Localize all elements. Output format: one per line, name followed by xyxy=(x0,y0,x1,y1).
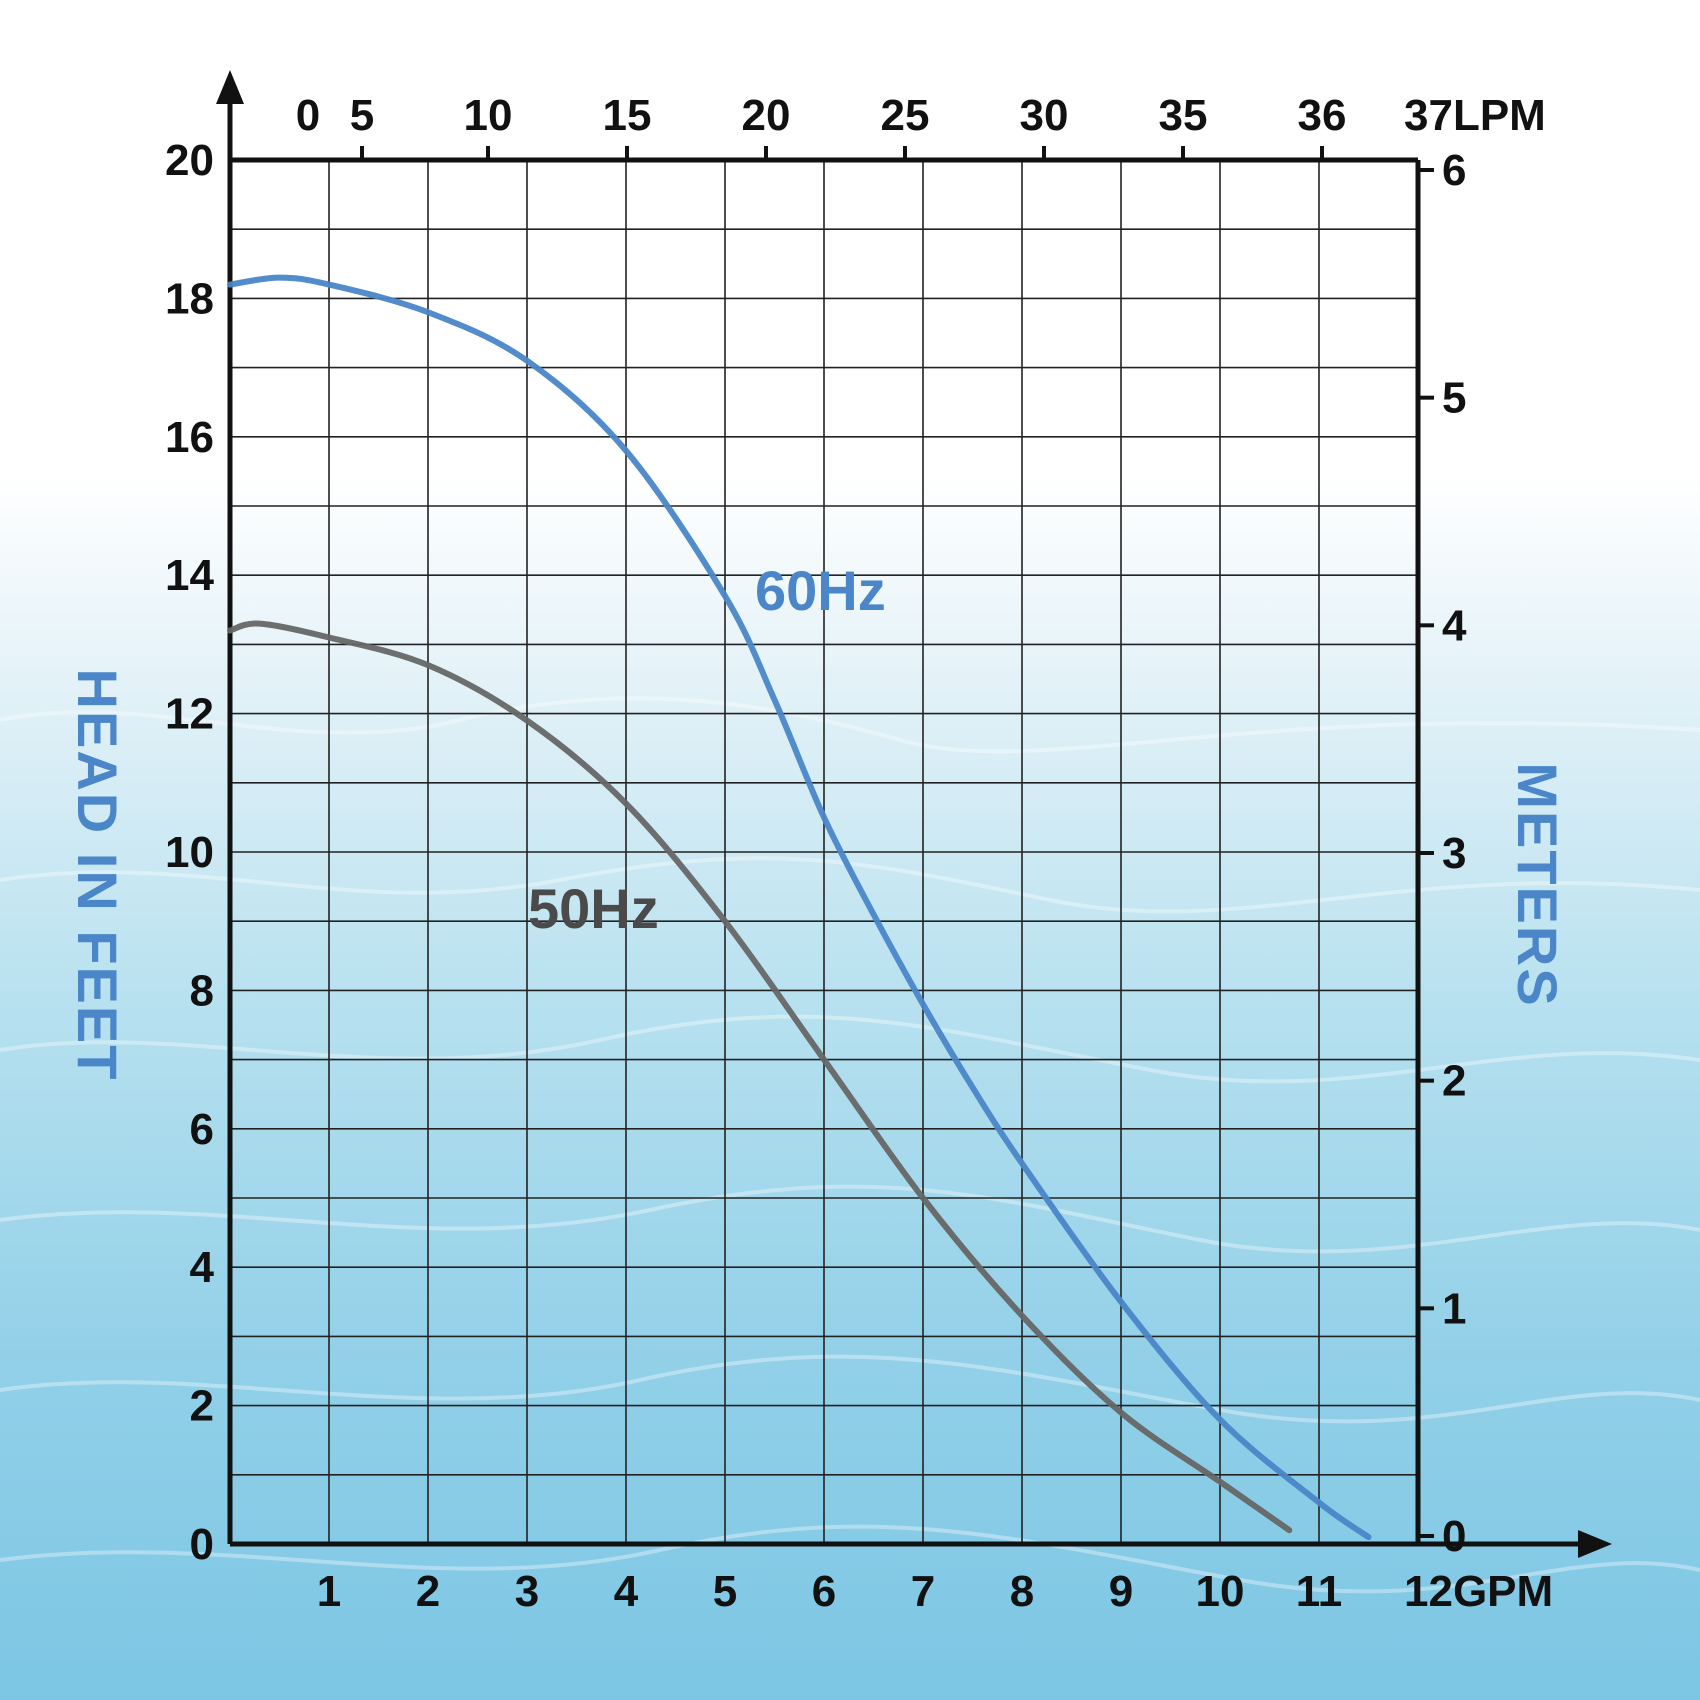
y-left-tick-label: 20 xyxy=(165,136,214,185)
x-top-tick-label: 30 xyxy=(1020,91,1069,140)
x-top-tick-label: 10 xyxy=(464,91,513,140)
left-axis-arrow xyxy=(216,70,244,104)
y-right-tick-label: 0 xyxy=(1442,1512,1466,1561)
y-left-tick-label: 12 xyxy=(165,690,214,739)
y-left-tick-label: 16 xyxy=(165,413,214,462)
x-top-tick-label: 35 xyxy=(1159,91,1208,140)
y-right-tick-label: 4 xyxy=(1442,601,1467,650)
x-bottom-tick-label: 11 xyxy=(1296,1567,1343,1616)
x-bottom-tick-label: 4 xyxy=(614,1567,639,1616)
x-top-tick-label: 36 xyxy=(1298,91,1347,140)
axes xyxy=(216,70,1612,1558)
y-left-tick-label: 4 xyxy=(190,1243,215,1292)
series-label-50hz: 50Hz xyxy=(528,877,659,940)
y-left-tick-label: 2 xyxy=(190,1382,214,1431)
x-bottom-tick-label: 12GPM xyxy=(1404,1567,1553,1616)
y-right-tick-label: 2 xyxy=(1442,1057,1466,1106)
y-left-tick-label: 10 xyxy=(165,828,214,877)
x-top-tick-label: 37LPM xyxy=(1404,91,1546,140)
x-bottom-tick-label: 1 xyxy=(317,1567,341,1616)
x-top-tick-label: 5 xyxy=(350,91,374,140)
x-bottom-tick-label: 10 xyxy=(1196,1567,1245,1616)
series-line-50hz xyxy=(227,620,1293,1534)
y-axis-title-left: HEAD IN FEET xyxy=(66,669,129,1082)
x-bottom-tick-label: 9 xyxy=(1109,1567,1133,1616)
y-right-tick-label: 3 xyxy=(1442,829,1466,878)
x-bottom-tick-label: 7 xyxy=(911,1567,935,1616)
y-left-tick-label: 8 xyxy=(190,966,214,1015)
series-curves: 60Hz 50Hz xyxy=(227,274,1372,1541)
x-top-tick-label: 15 xyxy=(603,91,652,140)
y-right-tick-label: 5 xyxy=(1442,374,1466,423)
x-bottom-tick-label: 8 xyxy=(1010,1567,1034,1616)
y-left-tick-label: 0 xyxy=(190,1520,214,1569)
x-bottom-tick-label: 2 xyxy=(416,1567,440,1616)
y-right-tick-label: 6 xyxy=(1442,146,1466,195)
y-left-tick-label: 18 xyxy=(165,274,214,323)
y-right-tick-label: 1 xyxy=(1442,1284,1466,1333)
x-top-tick-label: 25 xyxy=(881,91,930,140)
y-left-tick-label: 14 xyxy=(165,551,214,600)
series-label-60hz: 60Hz xyxy=(755,559,886,622)
x-bottom-tick-label: 5 xyxy=(713,1567,737,1616)
y-axis-title-right: METERS xyxy=(1506,762,1569,1007)
y-left-tick-label: 6 xyxy=(190,1105,214,1154)
x-top-tick-label: 0 xyxy=(296,91,320,140)
x-bottom-tick-label: 3 xyxy=(515,1567,539,1616)
series-line-60hz xyxy=(227,274,1372,1541)
bottom-axis-arrow xyxy=(1578,1530,1612,1558)
grid xyxy=(230,160,1418,1544)
x-bottom-tick-label: 6 xyxy=(812,1567,836,1616)
x-top-tick-label: 20 xyxy=(742,91,791,140)
